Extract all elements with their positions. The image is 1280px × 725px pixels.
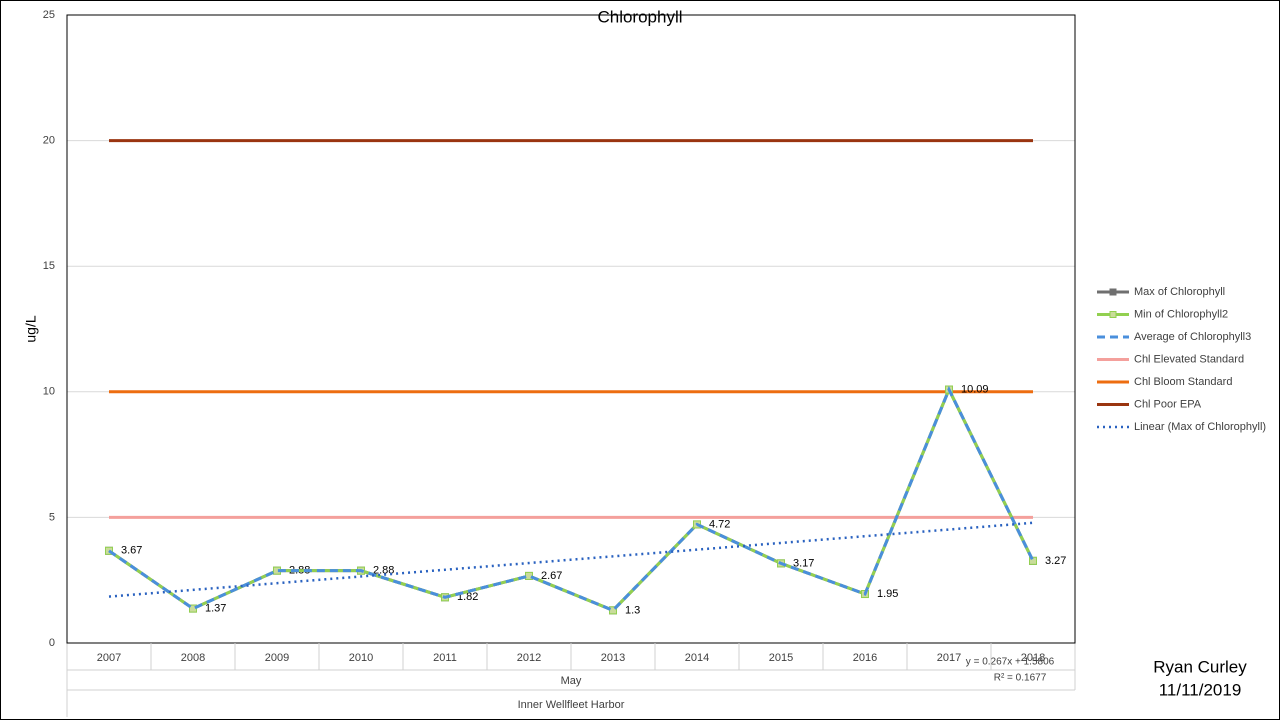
y-axis-label: ug/L — [23, 315, 39, 342]
y-tick-label: 10 — [43, 386, 55, 398]
y-tick-label: 0 — [49, 637, 55, 649]
data-label: 3.67 — [121, 545, 142, 557]
trend-equation: y = 0.267x + 1.5806 — [966, 657, 1055, 668]
data-label: 10.09 — [961, 383, 989, 395]
x-tick-label: 2012 — [517, 652, 541, 664]
y-tick-label: 20 — [43, 135, 55, 147]
data-label: 4.72 — [709, 518, 730, 530]
data-label: 2.67 — [541, 570, 562, 582]
data-label: 3.17 — [793, 557, 814, 569]
y-tick-label: 5 — [49, 511, 55, 523]
legend-label: Average of Chlorophyll3 — [1134, 331, 1251, 343]
y-tick-label: 25 — [43, 9, 55, 21]
legend-label: Chl Poor EPA — [1134, 398, 1202, 410]
legend-label: Chl Elevated Standard — [1134, 353, 1244, 365]
series-line — [108, 385, 1035, 613]
legend-label: Chl Bloom Standard — [1134, 376, 1232, 388]
date: 11/11/2019 — [1159, 680, 1242, 699]
legend-marker — [1109, 311, 1117, 318]
data-label: 1.95 — [877, 588, 898, 600]
x-tick-label: 2016 — [853, 652, 877, 664]
legend-label: Linear (Max of Chlorophyll) — [1134, 421, 1266, 433]
data-label: 2.88 — [373, 565, 394, 577]
trendline — [108, 521, 1034, 598]
legend-marker — [1109, 288, 1117, 296]
x-tick-label: 2008 — [181, 652, 205, 664]
y-tick-label: 15 — [43, 260, 55, 272]
x-tick-label: 2017 — [937, 652, 961, 664]
x-tick-label: 2011 — [433, 652, 457, 664]
x-group-label: Inner Wellfleet Harbor — [518, 699, 625, 711]
x-group-label: May — [561, 675, 582, 687]
legend-label: Min of Chlorophyll2 — [1134, 308, 1228, 320]
x-tick-label: 2014 — [685, 652, 709, 664]
x-tick-label: 2018 — [1021, 652, 1045, 664]
x-tick-label: 2013 — [601, 652, 625, 664]
trend-r2: R² = 0.1677 — [994, 673, 1047, 684]
author: Ryan Curley — [1153, 657, 1247, 676]
x-tick-label: 2009 — [265, 652, 289, 664]
point-marker — [1029, 556, 1037, 565]
x-tick-label: 2007 — [97, 652, 121, 664]
legend-label: Max of Chlorophyll — [1134, 286, 1225, 298]
chart-title: Chlorophyll — [597, 7, 682, 26]
x-tick-label: 2015 — [769, 652, 793, 664]
data-label: 1.37 — [205, 602, 226, 614]
data-label: 3.27 — [1045, 555, 1066, 567]
data-label: 1.3 — [625, 604, 640, 616]
x-tick-label: 2010 — [349, 652, 373, 664]
